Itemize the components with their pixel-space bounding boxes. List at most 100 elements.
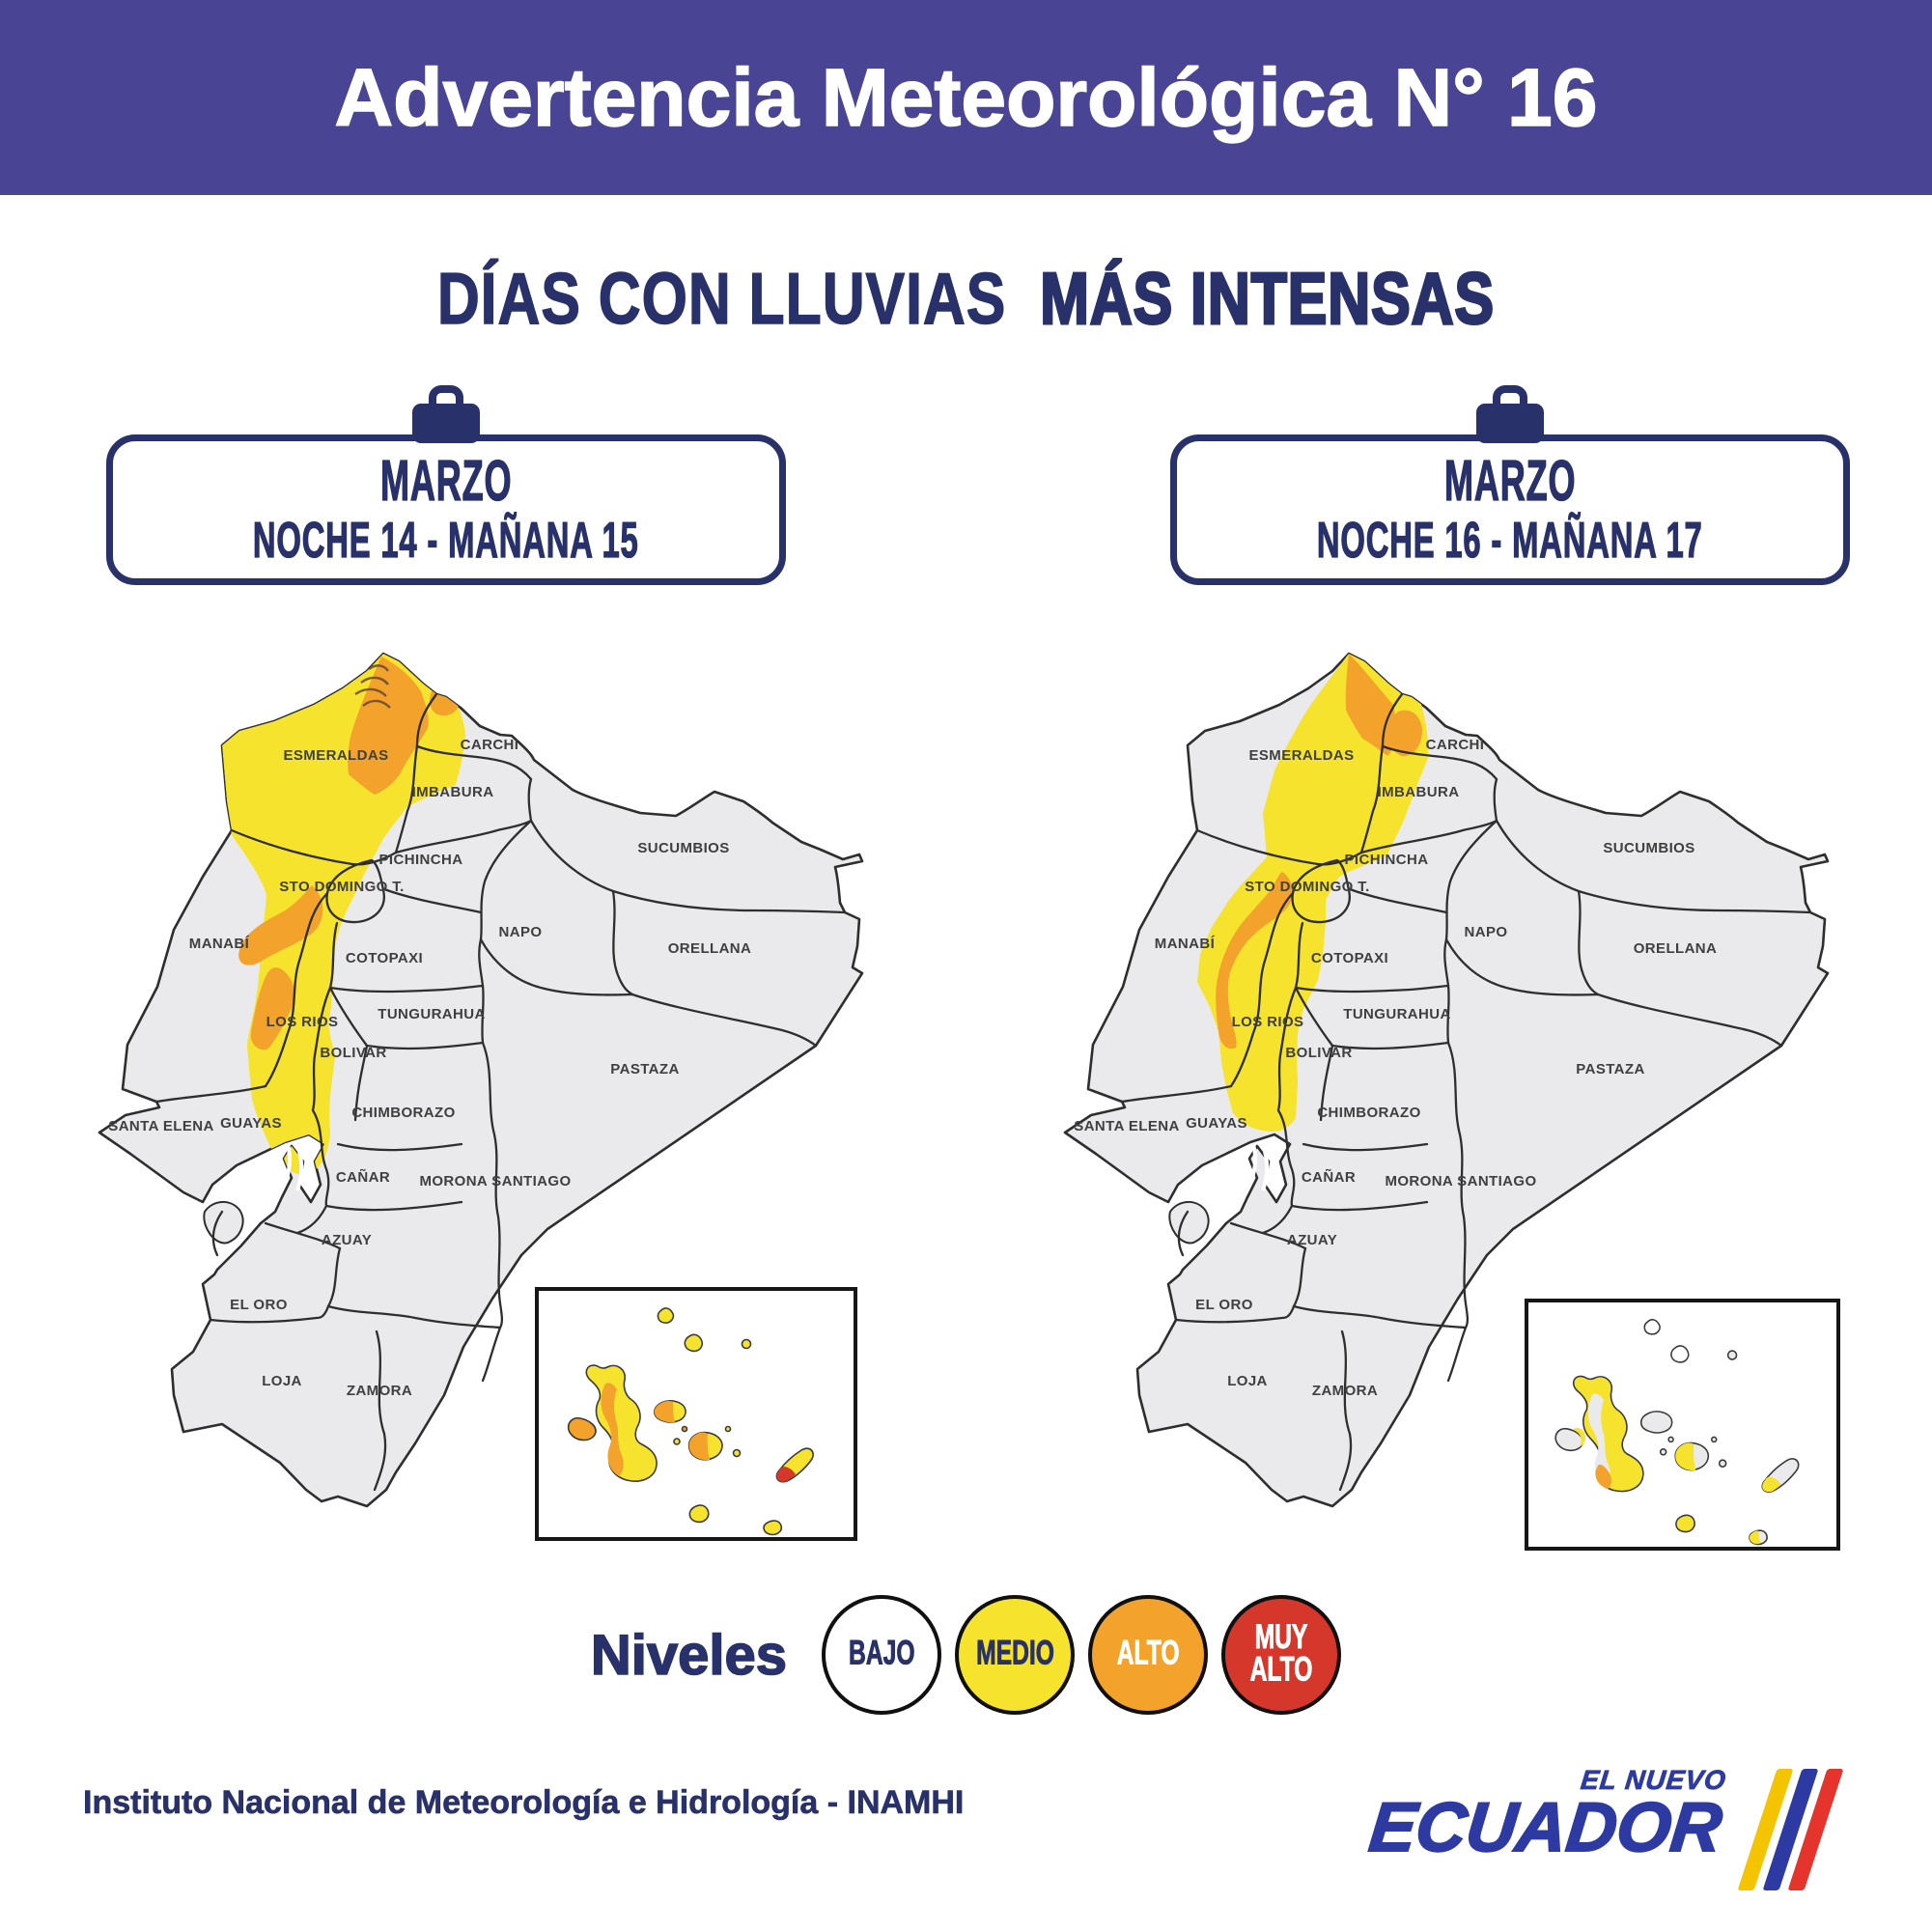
overlay-alto-carchi [1389,710,1422,757]
province-label: COTOPAXI [1311,950,1388,966]
province-label: CHIMBORAZO [351,1105,455,1121]
isla-pinta [1643,1319,1661,1335]
province-label: LOS RIOS [266,1014,339,1030]
map-ecuador-right: ESMERALDAS CARCHI IMBABURA PICHINCHA SUC… [1043,632,1912,1511]
isla-marchena [1670,1345,1690,1363]
panel1-dates: NOCHE 14 - MAÑANA 15 [253,512,639,569]
flag-stripes-icon [1737,1769,1844,1890]
province-label: LOJA [262,1373,302,1389]
province-label: ZAMORA [1312,1383,1378,1399]
province-label: EL ORO [1195,1297,1253,1313]
province-label: SUCUMBIOS [1603,840,1694,856]
province-label: ORELLANA [668,940,752,957]
province-label: SUCUMBIOS [637,840,729,856]
province-label: BOLIVAR [320,1045,386,1061]
overlay-alto-mid-upper [238,885,323,966]
panel2-month: MARZO [1443,448,1577,514]
province-labels: ESMERALDAS CARCHI IMBABURA PICHINCHA SUC… [108,737,751,1399]
province-label: SANTA ELENA [1074,1118,1179,1134]
date-panel-1: MARZO NOCHE 14 - MAÑANA 15 [106,385,786,585]
province-label: CARCHI [1426,737,1485,753]
isla-genovesa [741,1338,752,1350]
puna-island [1168,1201,1210,1245]
isla-rabida [681,1425,688,1433]
topo-lines [354,664,391,709]
briefcase-icon [406,385,487,450]
province-label: LOJA [1227,1373,1268,1389]
isla-santacruz-medio [1675,1442,1696,1471]
legend-level-bajo: BAJO [822,1595,942,1715]
province-borders [154,692,847,1492]
isla-espanola [763,1520,783,1536]
province-label: ORELLANA [1634,940,1718,957]
province-label: NAPO [1465,924,1508,940]
isla-pinzon [1659,1448,1667,1456]
isla-santacruz-alto [688,1432,710,1461]
province-label: AZUAY [322,1232,372,1248]
panel1-month: MARZO [379,448,513,514]
subtitle: DÍAS CON LLUVIAS MÁS INTENSAS [0,256,1932,341]
legend: Niveles BAJO MEDIO ALTO MUY ALTO [0,1595,1932,1715]
isla-fernandina [567,1416,597,1441]
province-label: GUAYAS [1186,1115,1247,1132]
overlay-alto-north [348,657,429,795]
province-label: SANTA ELENA [108,1118,213,1134]
isla-sancristobal-medio [1762,1476,1781,1493]
province-label: ESMERALDAS [1248,747,1354,764]
overlay-alto-mid-lower [250,967,294,1050]
province-label: MANABÍ [1155,936,1216,952]
panel2-dates: NOCHE 16 - MAÑANA 17 [1317,512,1703,569]
subtitle-part2: MÁS INTENSAS [1039,256,1496,341]
province-label: ESMERALDAS [283,747,388,764]
overlay-alto-mid [1216,872,1293,1049]
isla-espanola-medio [1750,1530,1761,1545]
province-label: PICHINCHA [1345,852,1429,868]
isla-isabela-bajo [1587,1393,1610,1487]
date-panel-2: MARZO NOCHE 16 - MAÑANA 17 [1170,385,1850,585]
legend-title: Niveles [590,1623,788,1688]
isla-santafe [732,1448,742,1458]
isla-baltra [1710,1436,1718,1443]
province-label: GUAYAS [220,1115,282,1132]
isla-sancristobal-muyalto [776,1467,796,1482]
isla-santiago [1639,1411,1673,1434]
province-label: CAÑAR [336,1168,390,1186]
isla-santiago-alto [654,1400,675,1423]
province-label: CAÑAR [1302,1168,1356,1186]
province-label: LOS RIOS [1232,1014,1304,1030]
isla-pinta [657,1307,675,1324]
legend-level-muy-alto: MUY ALTO [1221,1595,1342,1715]
province-label: AZUAY [1287,1232,1337,1248]
province-label: NAPO [499,924,543,940]
isla-genovesa [1726,1350,1738,1360]
isla-marchena [684,1333,704,1353]
province-labels: ESMERALDAS CARCHI IMBABURA PICHINCHA SUC… [1074,737,1717,1399]
province-label: STO DOMINGO T. [279,879,405,895]
briefcase-icon [1470,385,1551,450]
isla-floreana [688,1504,710,1524]
subtitle-part1: DÍAS CON LLUVIAS [436,257,1007,340]
isla-rabida [1667,1436,1674,1443]
province-label: COTOPAXI [346,950,423,966]
province-label: PASTAZA [610,1061,679,1077]
province-label: PICHINCHA [379,852,463,868]
province-label: STO DOMINGO T. [1245,879,1370,895]
province-label: PASTAZA [1576,1061,1644,1077]
isla-isabela-alto [1595,1465,1611,1490]
el-nuevo-ecuador-logo: EL NUEVO ECUADOR [1365,1765,1844,1900]
province-label: CARCHI [461,737,519,753]
isla-floreana [1675,1514,1695,1533]
overlay-medio [1197,654,1429,1132]
galapagos-inset-left [535,1287,857,1541]
province-label: TUNGURAHUA [378,1006,486,1022]
institution-name: Instituto Nacional de Meteorología e Hid… [83,1784,965,1822]
province-label: CHIMBORAZO [1317,1105,1420,1121]
puna-island [203,1201,244,1245]
province-label: IMBABURA [412,784,494,800]
header-banner: Advertencia Meteorológica N° 16 [0,0,1932,195]
province-label: BOLIVAR [1285,1045,1352,1061]
province-label: IMBABURA [1378,784,1460,800]
country-shape [1063,652,1830,1508]
legend-level-medio: MEDIO [955,1595,1076,1715]
